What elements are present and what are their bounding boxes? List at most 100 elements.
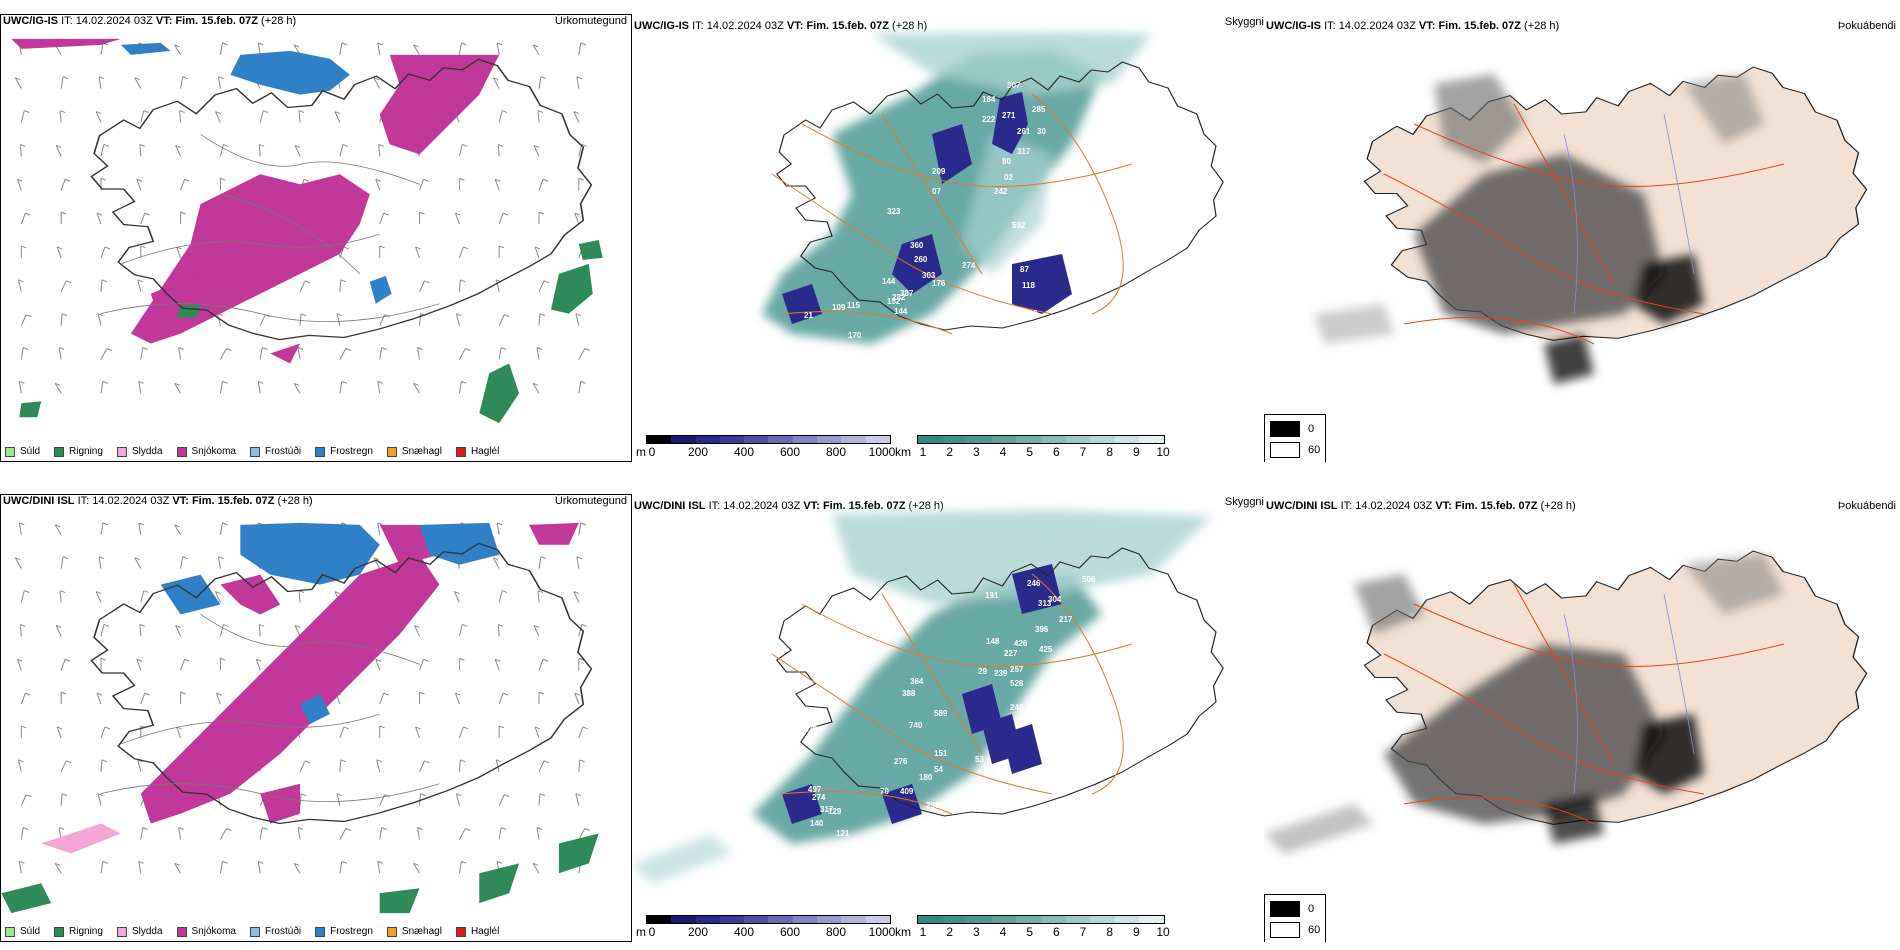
swatch — [455, 446, 466, 457]
wind-barb — [498, 314, 510, 326]
swatch — [176, 926, 187, 937]
wind-barb — [573, 111, 580, 123]
ceiling-value-label: 180 — [919, 773, 933, 782]
wind-barb — [136, 658, 142, 671]
colorbar-tick-label: 3 — [972, 445, 980, 459]
ceiling-value-label: 276 — [894, 757, 908, 766]
wind-barb — [174, 862, 182, 874]
ceiling-value-label: 274 — [962, 261, 976, 270]
ceiling-value-label: 239 — [994, 669, 1008, 678]
wind-barb — [17, 759, 24, 772]
precip-map-1 — [11, 38, 603, 424]
wind-barb — [336, 793, 343, 806]
wind-barb — [54, 862, 62, 874]
colorbar-segment — [1040, 436, 1066, 443]
wind-barb — [14, 77, 22, 89]
swatch — [455, 926, 466, 937]
wind-barb — [60, 76, 69, 89]
colorbar-segment — [1114, 916, 1140, 923]
ceiling-value-label: 22 — [932, 355, 941, 364]
wind-barb — [455, 793, 462, 806]
wind-barb — [339, 726, 350, 739]
wind-barb — [534, 726, 541, 739]
panel-header: UWC/DINI ISL IT: 14.02.2024 03Z VT: Fim.… — [3, 495, 313, 507]
wind-barb — [259, 110, 269, 123]
visibility-bar — [917, 435, 1165, 444]
wind-barb — [498, 692, 509, 705]
wind-barb — [97, 313, 104, 326]
swatch — [5, 926, 15, 937]
panel-header: UWC/IG-IS IT: 14.02.2024 03Z VT: Fim. 15… — [634, 20, 928, 32]
wind-barb — [100, 42, 109, 55]
wind-barb — [419, 691, 425, 705]
wind-barb — [377, 860, 383, 874]
panel-header: UWC/IG-IS IT: 14.02.2024 03Z VT: Fim. 15… — [1266, 20, 1560, 32]
wind-barb — [455, 313, 462, 326]
wind-barb — [258, 143, 265, 157]
wind-barb — [498, 827, 507, 840]
wind-barb — [458, 348, 471, 360]
wind-barb — [339, 759, 347, 772]
ceiling-value-label: 425 — [1039, 645, 1053, 654]
ceiling-value-label: 30 — [1037, 127, 1046, 136]
wind-barb — [60, 793, 68, 806]
ceiling-value-label: 426 — [1014, 639, 1028, 648]
wind-barb — [574, 212, 581, 225]
wind-barb — [217, 556, 224, 569]
wind-barb — [373, 557, 381, 569]
wind-barb — [298, 110, 305, 123]
ceiling-visibility-panel-1: UWC/IG-IS IT: 14.02.2024 03Z VT: Fim. 15… — [632, 14, 1268, 462]
wind-barb — [136, 178, 142, 191]
colorbar-tick-label: 400 — [733, 925, 755, 939]
panel-title: Skyggni — [1224, 16, 1264, 28]
fog-legend-row: 60 — [1270, 922, 1320, 938]
wind-barb — [100, 657, 107, 671]
ceiling-unit: m — [636, 925, 646, 939]
wind-barb — [139, 143, 145, 157]
ceiling-value-label: 246 — [1027, 579, 1041, 588]
fog-swatch — [1270, 901, 1300, 917]
ceiling-value-label: 151 — [934, 749, 948, 758]
colorbar-tick-label: 1000 — [868, 925, 896, 939]
wind-barb — [140, 347, 148, 360]
colorbar-segment — [991, 916, 1017, 923]
panel-title: Þokuábendi — [1837, 20, 1896, 32]
fog-legend-1: 0 60 — [1264, 414, 1326, 462]
wind-barb — [498, 110, 508, 123]
wind-barb — [18, 522, 25, 535]
wind-barb — [219, 828, 232, 840]
colorbar-tick-label: 0 — [648, 925, 656, 939]
wind-barb — [532, 862, 540, 874]
colorbar-tick-label: 1 — [919, 925, 927, 939]
wind-barb — [96, 212, 103, 225]
colorbar-tick-label: 0 — [648, 445, 656, 459]
ceiling-value-label: 277 — [758, 357, 772, 366]
wind-barb — [339, 828, 352, 840]
visibility-field — [632, 510, 1212, 884]
ceiling-value-label: 246 — [1010, 703, 1024, 712]
swatch — [176, 446, 187, 457]
legend-item: Snjókoma — [176, 446, 236, 457]
wind-barb — [458, 246, 469, 259]
colorbar-segment — [865, 436, 890, 443]
ceiling-value-label: 07 — [932, 187, 941, 196]
swatch — [249, 926, 260, 937]
colorbar-segment — [671, 916, 696, 923]
colorbar-segment — [967, 916, 992, 923]
precip-type-panel-2: UWC/DINI ISL IT: 14.02.2024 03Z VT: Fim.… — [0, 494, 632, 942]
colorbar-segment — [817, 436, 842, 443]
swatch — [386, 926, 397, 937]
roads — [771, 573, 1133, 815]
wind-barb — [458, 42, 467, 55]
swatch — [386, 446, 397, 457]
fog-legend-2: 0 60 — [1264, 894, 1326, 942]
ceiling-value-label: 140 — [992, 283, 1006, 292]
wind-barb — [60, 178, 71, 191]
colorbar-segment — [695, 916, 720, 923]
ceiling-value-label: 191 — [985, 591, 999, 600]
wind-barb — [100, 623, 110, 637]
colorbar-tick-label: 6 — [1052, 445, 1060, 459]
colorbar-segment — [1090, 916, 1115, 923]
wind-barb — [454, 212, 461, 225]
wind-barb — [140, 212, 150, 225]
